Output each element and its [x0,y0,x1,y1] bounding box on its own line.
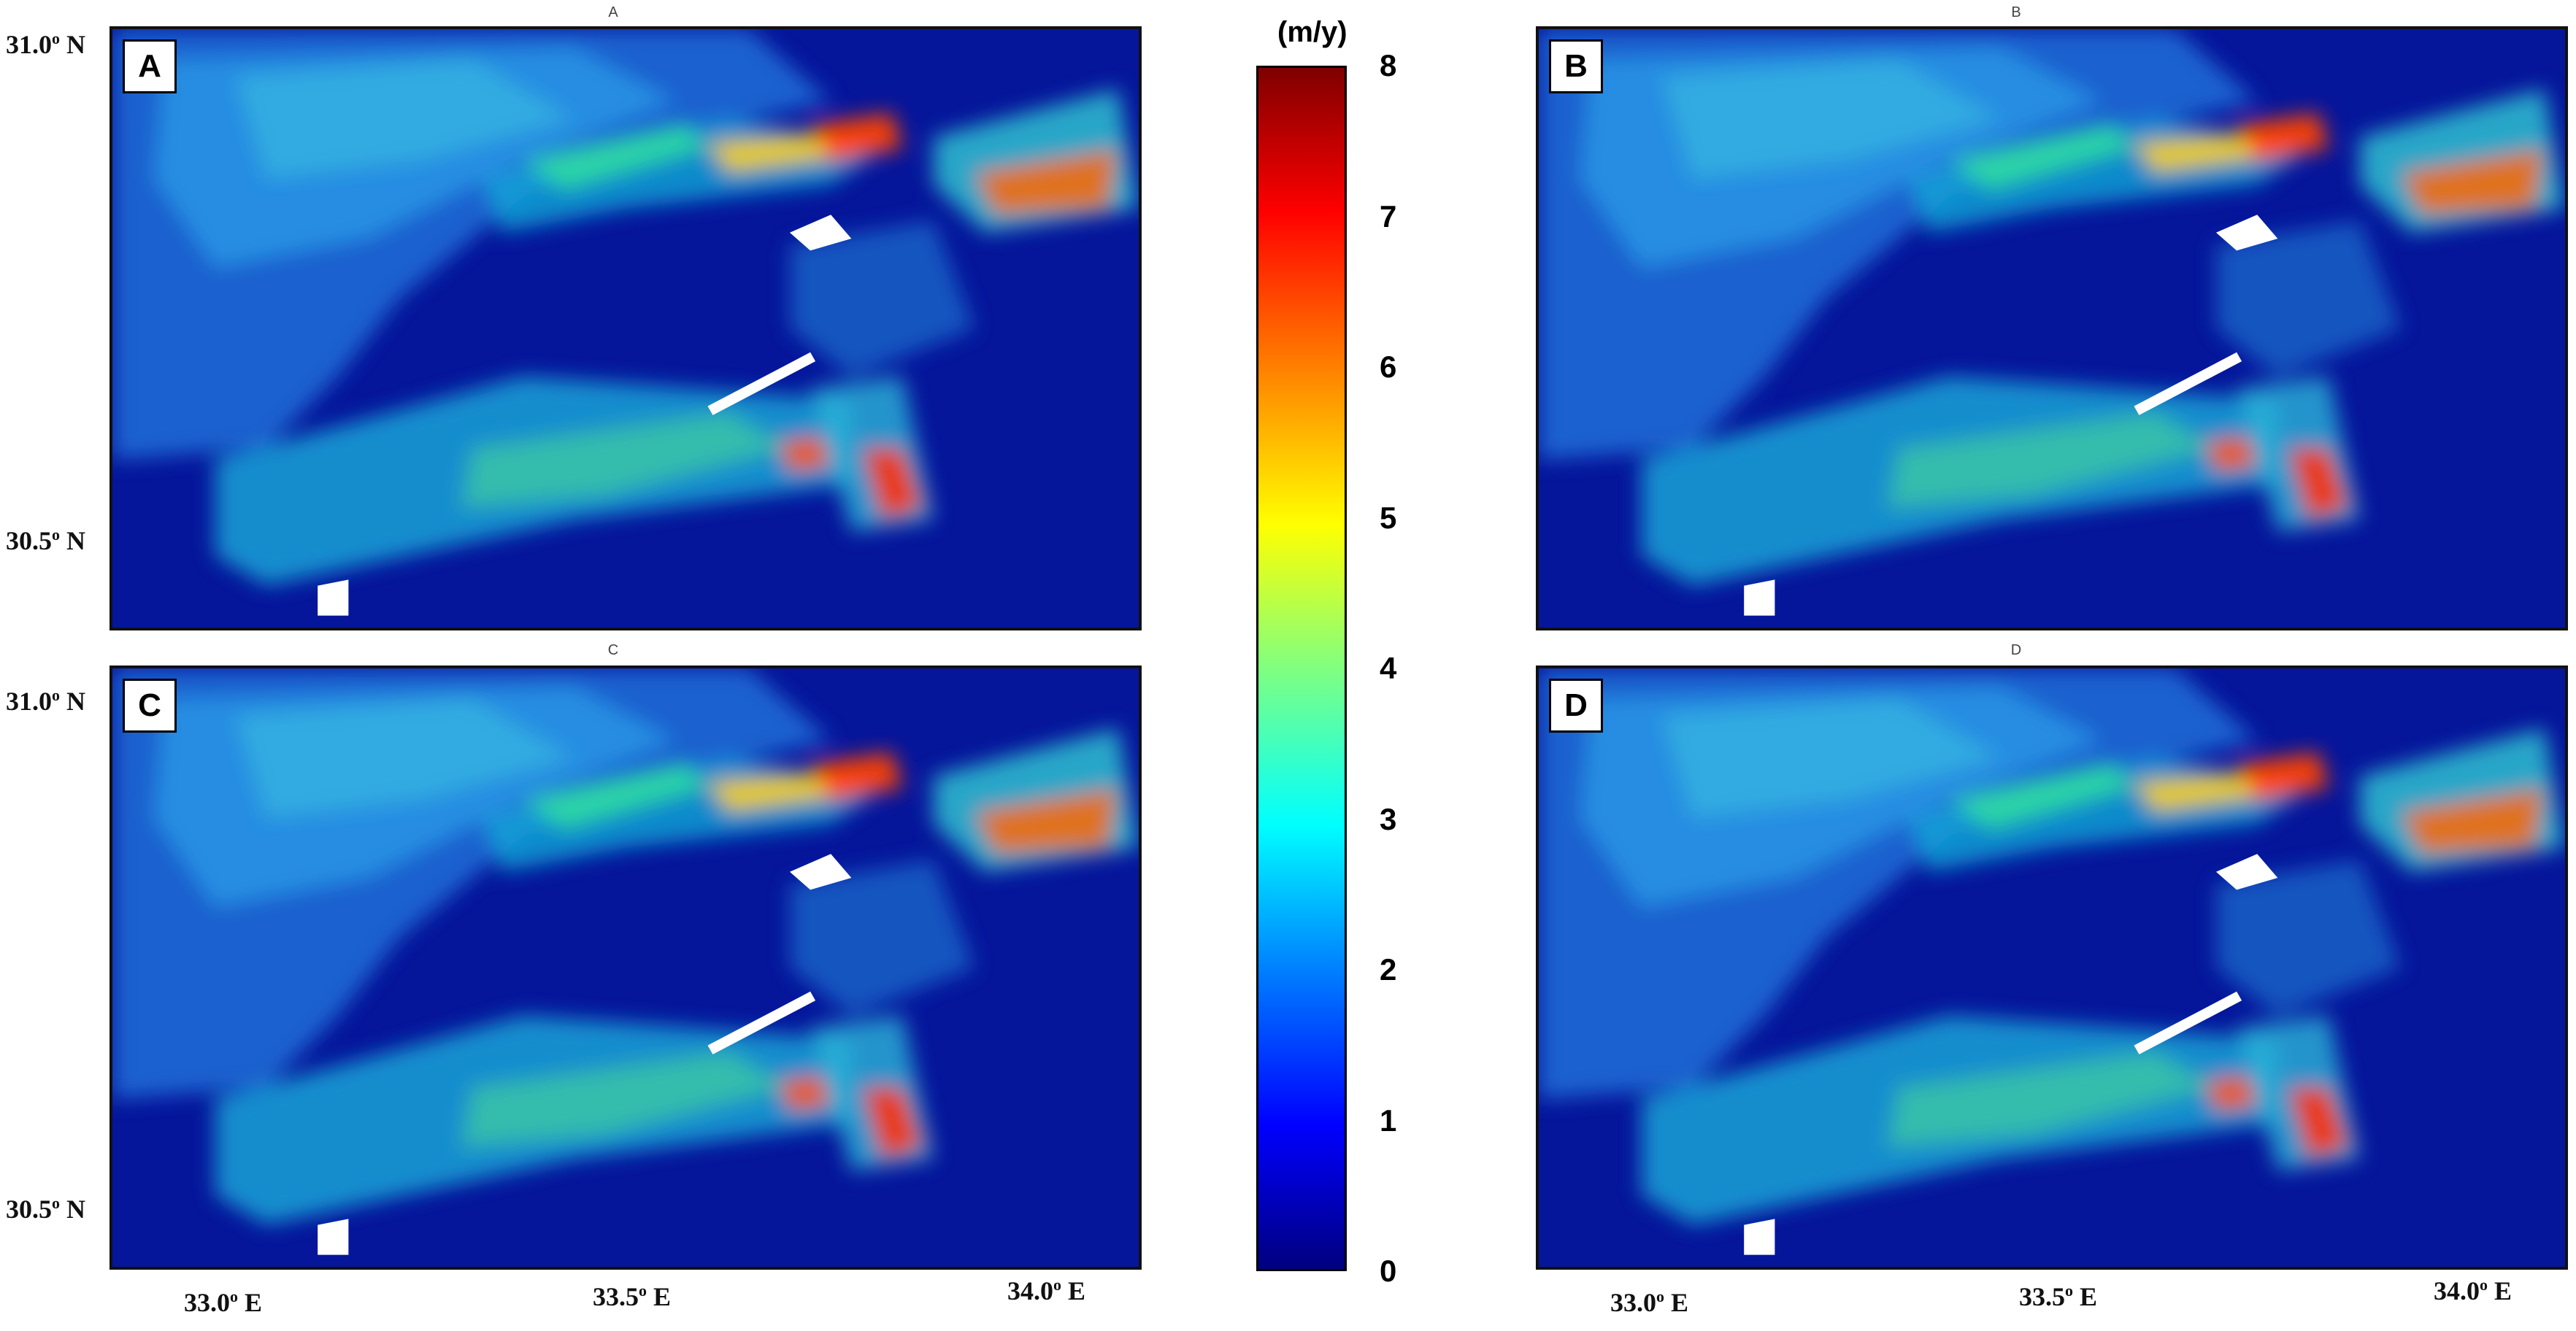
colorbar-unit-label: (m/y) [1277,16,1347,48]
heat-region [861,1087,923,1160]
colorbar-tick-3: 3 [1380,801,1397,836]
heat-region [974,149,1118,215]
heatmap-layer [1539,29,2565,616]
map-panel-b: B [1536,26,2568,630]
map-panel-c: C [109,666,1142,1270]
heat-region [779,1075,831,1111]
colorbar-tick-2: 2 [1380,952,1397,987]
lon-label-33-5-left: 33.5o E [593,1281,672,1311]
heat-region [2237,112,2329,161]
heat-region [2205,436,2258,472]
heatmap-layer [112,668,1139,1255]
lon-label-34-0-right: 34.0o E [2434,1276,2512,1305]
heat-region [861,448,923,520]
panel-c-caption: C [607,642,619,658]
heat-region [461,1051,790,1147]
panel-d-caption: D [2010,642,2022,658]
heatmap-layer [112,29,1139,616]
heat-region [2401,149,2545,215]
lon-label-34-0-left: 34.0o E [1007,1276,1086,1305]
nodata-region [707,352,816,415]
heat-region [1949,125,2134,191]
lon-label-33-0-left: 33.0o E [184,1287,263,1317]
panel-b-caption: B [2011,4,2021,20]
colorbar-tick-4: 4 [1380,651,1397,685]
nodata-region [2134,991,2242,1054]
colorbar-tick-1: 1 [1380,1103,1397,1138]
heat-region [974,788,1118,854]
lat-label-30-5-c: 30.5o N [6,1194,85,1224]
heat-region [810,112,903,161]
heat-region [461,412,790,508]
panel-a-caption: A [608,4,618,20]
heat-region [523,125,708,191]
heat-region [1888,1051,2216,1147]
heat-region [2205,1075,2258,1111]
colorbar-tick-8: 8 [1380,48,1397,82]
map-panel-a: A [109,26,1142,630]
nodata-region [707,991,816,1054]
heat-region [2288,448,2350,520]
heat-region [1888,412,2216,508]
heat-region [235,698,574,818]
lon-label-33-0-right: 33.0o E [1610,1287,1689,1317]
heat-region [779,436,831,472]
lat-label-31-c: 31.0o N [6,686,85,716]
colorbar-tick-0: 0 [1380,1254,1397,1288]
heat-region [2288,1087,2350,1160]
nodata-region [318,579,349,616]
map-panel-d: D [1536,666,2568,1270]
heat-region [235,59,574,179]
panel-c-badge: C [123,679,177,733]
colorbar-tick-6: 6 [1380,350,1397,384]
nodata-region [318,1219,349,1255]
heat-region [789,220,975,377]
lat-label-30-5-a: 30.5o N [6,525,85,555]
heat-region [789,860,975,1016]
nodata-region [1744,579,1775,616]
colorbar [1256,66,1347,1271]
heat-region [2401,788,2545,854]
colorbar-tick-7: 7 [1380,198,1397,234]
nodata-region [2134,352,2242,415]
heatmap-layer [1539,668,2565,1255]
heat-region [1661,59,2001,179]
heat-region [1661,698,2001,818]
lat-label-31-a: 31.0o N [6,29,85,59]
heat-region [2215,220,2402,377]
heat-region [523,764,708,830]
nodata-region [2215,215,2278,251]
nodata-region [789,854,852,890]
heat-region [1949,764,2134,830]
panel-b-badge: B [1549,39,1603,93]
panel-d-badge: D [1549,679,1603,733]
heat-region [810,752,903,800]
nodata-region [2215,854,2278,890]
heat-region [2215,860,2402,1016]
nodata-region [1744,1219,1775,1255]
nodata-region [789,215,852,251]
panel-a-badge: A [123,39,177,93]
lon-label-33-5-right: 33.5o E [2019,1281,2098,1311]
colorbar-tick-5: 5 [1380,500,1397,535]
heat-region [2237,752,2329,800]
